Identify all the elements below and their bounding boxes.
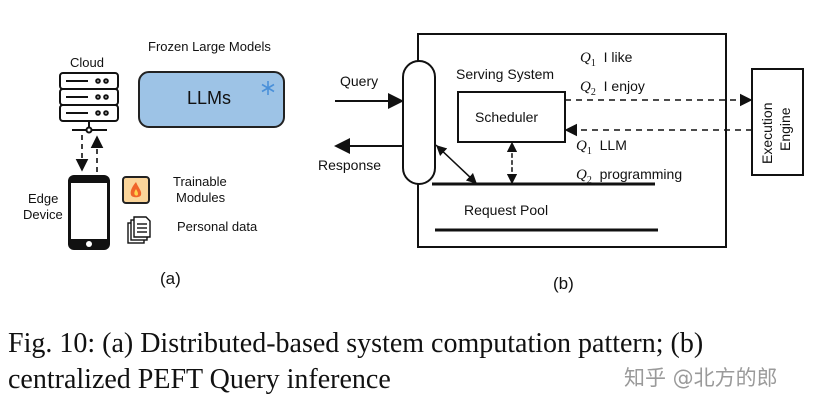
pool-link-arrow-back [436,145,471,178]
frozen-models-label: Frozen Large Models [148,39,271,54]
cloud-label: Cloud [70,55,104,70]
query-label: Query [340,73,379,89]
trainable-label-2: Modules [176,190,226,205]
serving-system-label: Serving System [456,66,555,82]
caption-line-2: centralized PEFT Query inference [8,364,391,395]
incoming-token-2: Q2 programming [576,166,683,186]
edge-label-1: Edge [28,191,59,206]
documents-icon [127,216,151,244]
gateway-pill [402,60,436,185]
incoming-token-1: Q1 LLM [576,137,627,157]
llm-box [138,71,285,128]
scheduler-label: Scheduler [475,109,539,125]
execution-engine-box [751,68,804,176]
smartphone-icon [68,175,110,250]
scheduler-box [457,91,566,143]
caption-line-1: Fig. 10: (a) Distributed-based system co… [8,328,704,359]
response-label: Response [318,157,382,173]
outgoing-token-1: Q1 I like [580,49,633,69]
engine-label-2: Engine [777,107,793,151]
personal-data-label: Personal data [177,219,258,234]
request-pool-label: Request Pool [464,202,549,218]
sublabel-b: (b) [553,274,574,293]
server-icon [59,72,119,134]
engine-label-1: Execution [759,102,775,164]
sublabel-a: (a) [160,269,181,288]
snowflake-icon [261,81,275,95]
outgoing-token-2: Q2 I enjoy [580,78,645,98]
trainable-label-1: Trainable [173,174,227,189]
llm-label: LLMs [187,88,232,108]
watermark: 知乎 @北方的郎 [624,366,778,390]
edge-label-2: Device [23,207,63,222]
fire-icon [122,176,150,204]
